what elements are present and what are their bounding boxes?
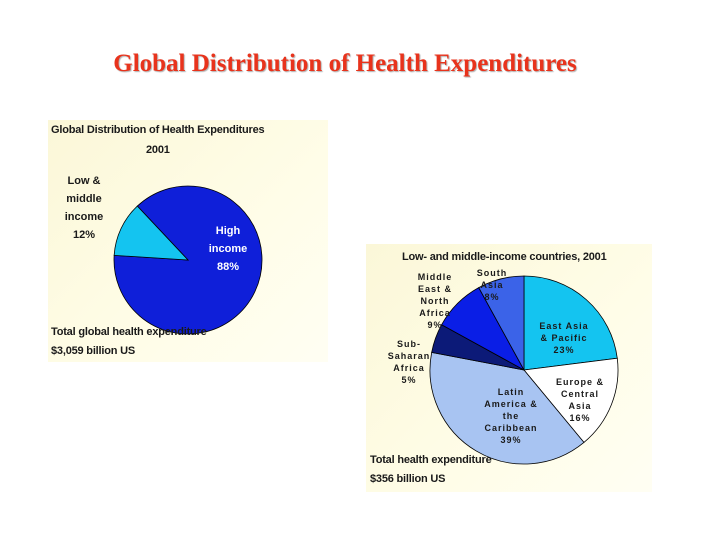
lmic-slice-0 xyxy=(523,275,618,371)
global-footer-label: Total global health expenditure xyxy=(51,326,207,338)
lmic-chart-title: Low- and middle-income countries, 2001 xyxy=(402,251,607,263)
lmic-slice-1 xyxy=(523,357,619,443)
slice-label-sub-saharan-africa: Sub- Saharan Africa 5% xyxy=(387,339,431,385)
slice-label-latin-america-caribbean: Latin America & the Caribbean 39% xyxy=(484,387,538,445)
slice-label-high-income: High income 88% xyxy=(208,225,248,273)
lmic-slice-5 xyxy=(478,275,525,371)
slice-label-europe-central-asia: Europe & Central Asia 16% xyxy=(555,377,604,423)
lmic-pie xyxy=(429,275,619,465)
slice-label-south-asia: South Asia 8% xyxy=(476,268,508,302)
lmic-footer-label: Total health expenditure xyxy=(370,454,492,466)
lmic-chart-panel: Low- and middle-income countries, 2001 E… xyxy=(366,244,652,492)
global-chart-title: Global Distribution of Health Expenditur… xyxy=(51,124,265,136)
global-slice-1 xyxy=(113,205,189,261)
slice-label-low-middle-income: Low & middle income 12% xyxy=(64,175,104,241)
lmic-footer-value: $356 billion US xyxy=(370,473,446,485)
global-footer-value: $3,059 billion US xyxy=(51,345,136,357)
global-chart-panel: Global Distribution of Health Expenditur… xyxy=(48,120,328,362)
slice-label-middle-east-north-africa: Middle East & North Africa 9% xyxy=(417,272,453,330)
slide-title: Global Distribution of Health Expenditur… xyxy=(113,50,577,77)
global-chart-subtitle: 2001 xyxy=(146,144,170,156)
lmic-slice-2 xyxy=(429,351,585,465)
global-pie xyxy=(113,185,263,335)
slice-label-east-asia-pacific: East Asia & Pacific 23% xyxy=(539,321,589,355)
